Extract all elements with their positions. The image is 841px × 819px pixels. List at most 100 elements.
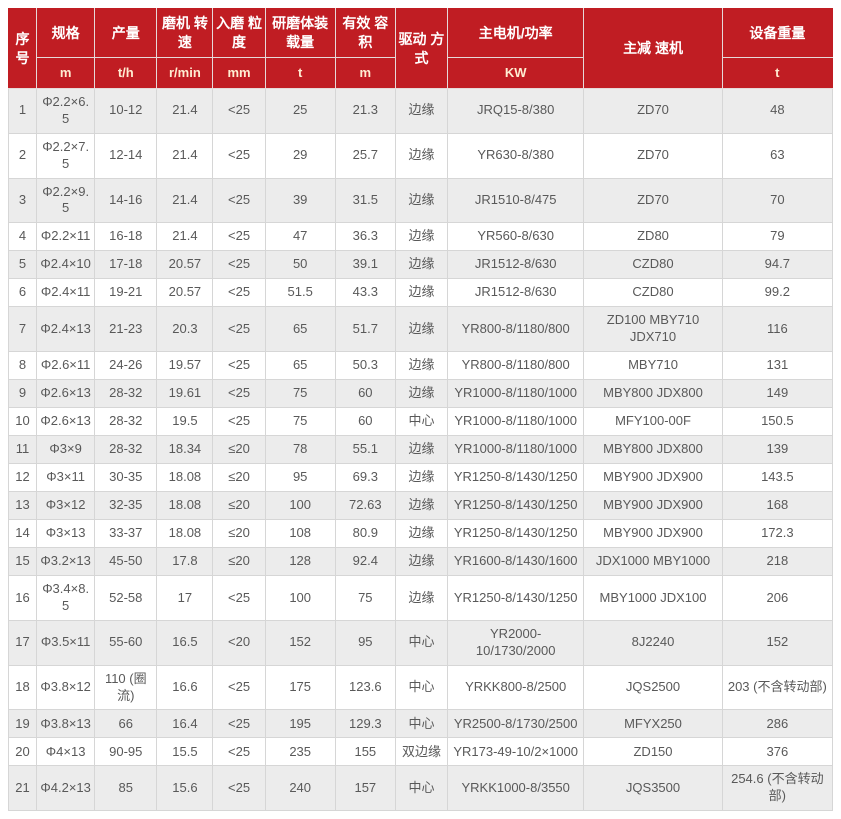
cell-feed-size: <25 <box>212 379 266 409</box>
cell-feed-size: <25 <box>212 306 266 353</box>
cell-speed: 20.57 <box>156 250 214 280</box>
col-header-weight: 设备重量 <box>721 8 834 58</box>
cell-spec: Φ3×12 <box>36 491 96 521</box>
cell-spec: Φ2.4×10 <box>36 250 96 280</box>
cell-speed: 21.4 <box>156 177 214 224</box>
cell-speed: 17.8 <box>156 547 214 577</box>
cell-weight: 79 <box>721 222 834 252</box>
cell-index: 14 <box>7 519 38 549</box>
cell-media-load: 235 <box>264 737 336 767</box>
cell-motor: YR1000-8/1180/1000 <box>447 407 585 437</box>
cell-motor: JR1510-8/475 <box>447 177 585 224</box>
cell-output: 12-14 <box>94 132 158 179</box>
cell-reducer: MBY800 JDX800 <box>583 435 723 465</box>
cell-reducer: ZD80 <box>583 222 723 252</box>
cell-volume: 50.3 <box>334 351 396 381</box>
cell-feed-size: <25 <box>212 664 266 711</box>
cell-drive: 边缘 <box>394 222 449 252</box>
cell-feed-size: <25 <box>212 177 266 224</box>
table-row: 4 Φ2.2×11 16-18 21.4 <25 47 36.3 边缘 YR560-8/630 Z… <box>7 222 834 252</box>
cell-reducer: MFY100-00F <box>583 407 723 437</box>
cell-speed: 20.57 <box>156 278 214 308</box>
cell-speed: 16.6 <box>156 664 214 711</box>
cell-volume: 43.3 <box>334 278 396 308</box>
cell-media-load: 100 <box>264 575 336 621</box>
table-row: 7 Φ2.4×13 21-23 20.3 <25 65 51.7 边缘 YR800-8/1180… <box>7 306 834 353</box>
table-row: 10 Φ2.6×13 28-32 19.5 <25 75 60 中心 YR1000-8/1180… <box>7 407 834 437</box>
cell-reducer: ZD70 <box>583 132 723 179</box>
cell-volume: 95 <box>334 619 396 666</box>
cell-output: 85 <box>94 765 158 812</box>
col-header-feed-size: 入磨 粒度 <box>212 8 266 58</box>
cell-spec: Φ3.2×13 <box>36 547 96 577</box>
cell-spec: Φ2.4×13 <box>36 306 96 353</box>
cell-drive: 中心 <box>394 619 449 666</box>
cell-drive: 边缘 <box>394 519 449 549</box>
cell-drive: 边缘 <box>394 379 449 409</box>
unit-media-load: t <box>264 57 336 89</box>
cell-motor: YR1000-8/1180/1000 <box>447 379 585 409</box>
col-header-media-load: 研磨体装载量 <box>264 8 336 58</box>
cell-index: 18 <box>7 664 38 711</box>
cell-spec: Φ2.2×9.5 <box>36 177 96 224</box>
cell-weight: 116 <box>721 306 834 353</box>
cell-spec: Φ3.4×8.5 <box>36 575 96 621</box>
cell-reducer: CZD80 <box>583 250 723 280</box>
cell-volume: 155 <box>334 737 396 767</box>
table-row: 18 Φ3.8×12 110 (圈流) 16.6 <25 175 123.6 中心 YRKK80… <box>7 664 834 711</box>
cell-media-load: 25 <box>264 88 336 134</box>
cell-reducer: 8J2240 <box>583 619 723 666</box>
cell-spec: Φ3×13 <box>36 519 96 549</box>
cell-speed: 21.4 <box>156 132 214 179</box>
cell-motor: YR2500-8/1730/2500 <box>447 709 585 739</box>
table-row: 16 Φ3.4×8.5 52-58 17 <25 100 75 边缘 YR1250-8/1430… <box>7 575 834 621</box>
cell-media-load: 29 <box>264 132 336 179</box>
cell-speed: 15.5 <box>156 737 214 767</box>
cell-weight: 48 <box>721 88 834 134</box>
cell-weight: 70 <box>721 177 834 224</box>
table-row: 12 Φ3×11 30-35 18.08 ≤20 95 69.3 边缘 YR1250-8/143… <box>7 463 834 493</box>
col-header-spec: 规格 <box>36 8 96 58</box>
cell-drive: 边缘 <box>394 547 449 577</box>
cell-drive: 边缘 <box>394 351 449 381</box>
header-label-row: 序号 规格 产量 磨机 转速 入磨 粒度 研磨体装载量 有效 容积 驱动 方式 … <box>7 8 834 89</box>
cell-output: 14-16 <box>94 177 158 224</box>
cell-weight: 206 <box>721 575 834 621</box>
cell-volume: 51.7 <box>334 306 396 353</box>
cell-volume: 36.3 <box>334 222 396 252</box>
cell-weight: 218 <box>721 547 834 577</box>
cell-spec: Φ2.4×11 <box>36 278 96 308</box>
cell-volume: 80.9 <box>334 519 396 549</box>
cell-weight: 286 <box>721 709 834 739</box>
cell-volume: 72.63 <box>334 491 396 521</box>
unit-motor: KW <box>447 57 585 89</box>
cell-reducer: ZD150 <box>583 737 723 767</box>
cell-volume: 55.1 <box>334 435 396 465</box>
cell-motor: YR1000-8/1180/1000 <box>447 435 585 465</box>
cell-volume: 60 <box>334 407 396 437</box>
cell-speed: 18.34 <box>156 435 214 465</box>
ball-mill-spec-table: 序号 规格 产量 磨机 转速 入磨 粒度 研磨体装载量 有效 容积 驱动 方式 … <box>7 8 834 812</box>
cell-spec: Φ3.8×12 <box>36 664 96 711</box>
cell-output: 28-32 <box>94 435 158 465</box>
cell-media-load: 47 <box>264 222 336 252</box>
cell-feed-size: <25 <box>212 351 266 381</box>
cell-speed: 18.08 <box>156 491 214 521</box>
cell-drive: 边缘 <box>394 435 449 465</box>
cell-drive: 中心 <box>394 407 449 437</box>
cell-weight: 99.2 <box>721 278 834 308</box>
cell-reducer: JQS2500 <box>583 664 723 711</box>
cell-drive: 边缘 <box>394 491 449 521</box>
cell-volume: 129.3 <box>334 709 396 739</box>
cell-output: 28-32 <box>94 379 158 409</box>
cell-speed: 18.08 <box>156 519 214 549</box>
cell-reducer: ZD70 <box>583 88 723 134</box>
cell-weight: 152 <box>721 619 834 666</box>
cell-media-load: 50 <box>264 250 336 280</box>
cell-feed-size: <25 <box>212 250 266 280</box>
cell-drive: 边缘 <box>394 177 449 224</box>
cell-speed: 19.5 <box>156 407 214 437</box>
cell-index: 6 <box>7 278 38 308</box>
table-row: 20 Φ4×13 90-95 15.5 <25 235 155 双边缘 YR173-49-10/… <box>7 737 834 767</box>
